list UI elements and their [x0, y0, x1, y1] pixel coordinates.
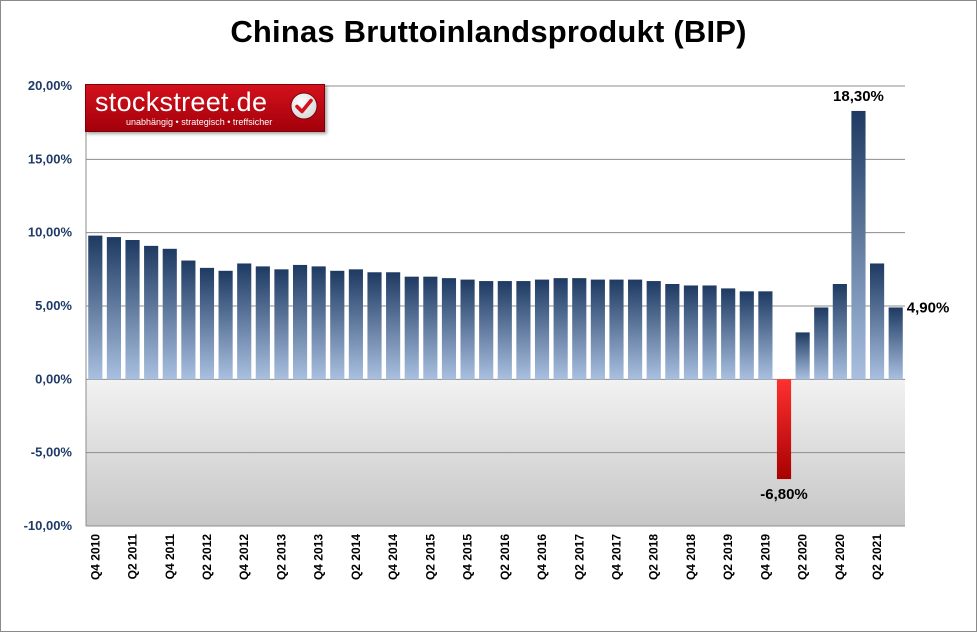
bar	[404, 276, 419, 380]
bar	[237, 263, 252, 380]
bar	[292, 264, 308, 380]
data-label: -6,80%	[760, 486, 808, 503]
x-tick-label: Q2 2015	[423, 534, 437, 580]
y-tick-label: -10,00%	[24, 518, 73, 533]
bar	[609, 279, 624, 380]
x-tick-label: Q2 2012	[200, 534, 214, 580]
y-tick-label: 20,00%	[28, 78, 73, 93]
y-tick-label: 0,00%	[35, 371, 72, 386]
bar	[330, 270, 345, 380]
bar	[497, 281, 512, 380]
bar	[572, 278, 587, 380]
x-tick-label: Q2 2014	[349, 534, 363, 580]
logo-name: stockstreet.de	[95, 87, 268, 117]
bar	[88, 235, 103, 380]
bar	[460, 279, 475, 380]
bar	[311, 266, 326, 380]
data-label: 18,30%	[833, 88, 884, 105]
bar	[441, 278, 457, 380]
x-tick-label: Q4 2010	[88, 534, 102, 580]
x-tick-label: Q4 2014	[386, 534, 400, 580]
bar	[367, 272, 382, 380]
bar	[683, 285, 699, 380]
bar	[739, 291, 754, 380]
bar	[832, 284, 847, 380]
bar	[162, 248, 177, 380]
bar	[776, 379, 792, 480]
logo-slogan: unabhängig • strategisch • treffsicher	[126, 117, 273, 127]
bar	[199, 267, 215, 380]
x-tick-label: Q2 2020	[796, 534, 810, 580]
bar	[423, 276, 438, 380]
bar	[274, 269, 289, 380]
check-icon	[290, 92, 318, 120]
bar	[590, 279, 605, 380]
x-tick-label: Q2 2018	[647, 534, 661, 580]
bar	[125, 240, 140, 380]
x-tick-label: Q4 2011	[163, 534, 177, 580]
bar	[628, 279, 643, 380]
bar	[851, 110, 866, 380]
bar	[106, 237, 121, 380]
chart-title: Chinas Bruttoinlandsprodukt (BIP)	[230, 14, 747, 49]
y-tick-label: 5,00%	[35, 298, 72, 313]
bar	[386, 272, 401, 380]
bar	[646, 281, 661, 380]
y-tick-label: -5,00%	[31, 445, 73, 460]
x-tick-label: Q4 2018	[684, 534, 698, 580]
x-tick-label: Q4 2016	[535, 534, 549, 580]
bar	[516, 281, 531, 380]
y-tick-label: 15,00%	[28, 151, 73, 166]
bar	[479, 281, 494, 380]
x-tick-label: Q2 2017	[572, 534, 586, 580]
bar	[814, 307, 829, 380]
bar	[665, 284, 680, 380]
x-tick-label: Q2 2019	[721, 534, 735, 580]
bar	[721, 288, 736, 380]
x-tick-label: Q2 2011	[126, 534, 140, 580]
bar	[795, 332, 810, 380]
x-tick-label: Q2 2021	[870, 534, 884, 580]
x-tick-label: Q4 2019	[758, 534, 772, 580]
bar	[553, 278, 568, 380]
x-tick-label: Q4 2013	[312, 534, 326, 580]
x-tick-label: Q4 2020	[833, 534, 847, 580]
bar	[181, 260, 196, 380]
x-tick-label: Q4 2015	[461, 534, 475, 580]
x-tick-label: Q2 2013	[274, 534, 288, 580]
x-tick-label: Q4 2012	[237, 534, 251, 580]
bar	[255, 266, 270, 380]
x-tick-label: Q4 2017	[609, 534, 623, 580]
bar	[348, 269, 363, 380]
data-label: 4,90%	[907, 299, 950, 316]
bar	[534, 279, 550, 380]
y-tick-label: 10,00%	[28, 225, 73, 240]
bar	[870, 263, 885, 380]
stockstreet-logo: stockstreet.de unabhängig • strategisch …	[85, 84, 325, 132]
bar	[144, 245, 159, 380]
bar	[702, 285, 717, 380]
bar	[218, 270, 233, 380]
x-tick-label: Q2 2016	[498, 534, 512, 580]
bar	[758, 291, 773, 380]
bar	[888, 307, 903, 380]
